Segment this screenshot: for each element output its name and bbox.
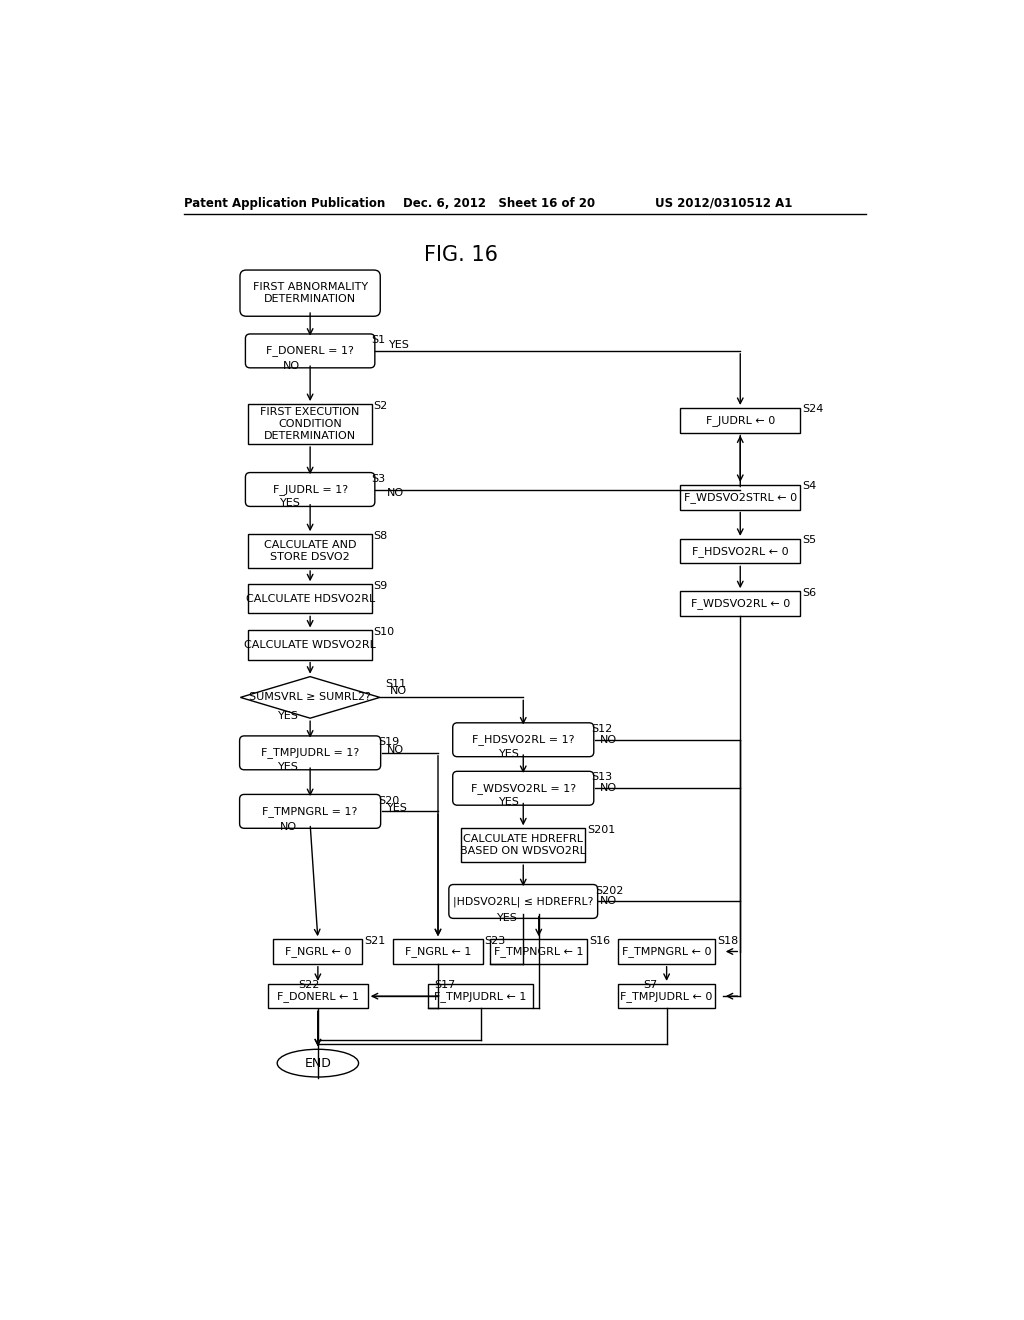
Text: S5: S5: [802, 536, 816, 545]
FancyBboxPatch shape: [490, 940, 587, 964]
Text: F_JUDRL ← 0: F_JUDRL ← 0: [706, 414, 775, 425]
Text: F_TMPNGRL = 1?: F_TMPNGRL = 1?: [262, 807, 357, 817]
FancyBboxPatch shape: [461, 829, 586, 862]
Text: F_NGRL ← 1: F_NGRL ← 1: [404, 946, 471, 957]
Text: F_TMPNGRL ← 1: F_TMPNGRL ← 1: [494, 946, 584, 957]
Text: S13: S13: [591, 772, 612, 783]
Text: S202: S202: [595, 886, 624, 896]
Text: S4: S4: [802, 482, 816, 491]
Text: S11: S11: [385, 678, 407, 689]
Text: FIRST EXECUTION
CONDITION
DETERMINATION: FIRST EXECUTION CONDITION DETERMINATION: [260, 408, 359, 441]
Text: F_TMPJUDRL ← 0: F_TMPJUDRL ← 0: [621, 991, 713, 1002]
Text: S2: S2: [374, 400, 388, 411]
Text: F_WDSVO2RL = 1?: F_WDSVO2RL = 1?: [471, 783, 575, 793]
Text: S22: S22: [299, 981, 319, 990]
Text: F_HDSVO2RL ← 0: F_HDSVO2RL ← 0: [692, 545, 788, 557]
Polygon shape: [241, 677, 380, 718]
Text: F_HDSVO2RL = 1?: F_HDSVO2RL = 1?: [472, 734, 574, 746]
Text: YES: YES: [499, 748, 520, 759]
Text: YES: YES: [280, 499, 300, 508]
Text: S19: S19: [378, 737, 399, 747]
Text: YES: YES: [499, 797, 520, 807]
Text: S23: S23: [484, 936, 506, 945]
Text: NO: NO: [600, 896, 617, 907]
FancyBboxPatch shape: [246, 334, 375, 368]
FancyBboxPatch shape: [428, 983, 532, 1008]
Text: S9: S9: [374, 581, 388, 591]
Text: |HDSVO2RL| ≤ HDREFRL?: |HDSVO2RL| ≤ HDREFRL?: [453, 896, 594, 907]
FancyBboxPatch shape: [680, 539, 801, 564]
Text: S6: S6: [802, 587, 816, 598]
Text: YES: YES: [387, 804, 409, 813]
Text: SUMSVRL ≥ SUMRL2?: SUMSVRL ≥ SUMRL2?: [249, 693, 371, 702]
Text: S16: S16: [590, 936, 610, 945]
Text: F_WDSVO2RL ← 0: F_WDSVO2RL ← 0: [690, 598, 790, 609]
Text: S1: S1: [372, 335, 386, 345]
Text: S18: S18: [718, 936, 738, 945]
FancyBboxPatch shape: [240, 737, 381, 770]
Text: F_TMPJUDRL ← 1: F_TMPJUDRL ← 1: [434, 991, 526, 1002]
Text: S8: S8: [374, 531, 388, 541]
FancyBboxPatch shape: [680, 591, 801, 615]
FancyBboxPatch shape: [449, 884, 598, 919]
FancyBboxPatch shape: [393, 940, 482, 964]
FancyBboxPatch shape: [240, 795, 381, 829]
Text: F_DONERL ← 1: F_DONERL ← 1: [276, 991, 358, 1002]
FancyBboxPatch shape: [248, 585, 372, 614]
Text: F_DONERL = 1?: F_DONERL = 1?: [266, 346, 354, 356]
Text: Dec. 6, 2012   Sheet 16 of 20: Dec. 6, 2012 Sheet 16 of 20: [403, 197, 595, 210]
FancyBboxPatch shape: [248, 404, 372, 444]
Text: S17: S17: [434, 981, 456, 990]
Text: FIRST ABNORMALITY
DETERMINATION: FIRST ABNORMALITY DETERMINATION: [253, 282, 368, 304]
Ellipse shape: [278, 1049, 358, 1077]
Text: F_TMPNGRL ← 0: F_TMPNGRL ← 0: [622, 946, 712, 957]
Text: F_WDSVO2STRL ← 0: F_WDSVO2STRL ← 0: [684, 492, 797, 503]
Text: Patent Application Publication: Patent Application Publication: [183, 197, 385, 210]
Text: CALCULATE HDSVO2RL: CALCULATE HDSVO2RL: [246, 594, 375, 603]
Text: S7: S7: [643, 981, 657, 990]
FancyBboxPatch shape: [453, 723, 594, 756]
Text: YES: YES: [278, 762, 299, 772]
Text: CALCULATE AND
STORE DSVO2: CALCULATE AND STORE DSVO2: [264, 540, 356, 562]
Text: S24: S24: [802, 404, 823, 414]
Text: S20: S20: [378, 796, 399, 805]
FancyBboxPatch shape: [453, 771, 594, 805]
Text: S21: S21: [364, 936, 385, 945]
Text: F_JUDRL = 1?: F_JUDRL = 1?: [272, 484, 348, 495]
Text: S10: S10: [374, 627, 395, 638]
Text: NO: NO: [283, 362, 300, 371]
Text: NO: NO: [387, 487, 404, 498]
FancyBboxPatch shape: [240, 271, 380, 317]
FancyBboxPatch shape: [267, 983, 369, 1008]
Text: YES: YES: [498, 913, 518, 924]
Text: FIG. 16: FIG. 16: [424, 244, 499, 264]
Text: S3: S3: [372, 474, 386, 483]
FancyBboxPatch shape: [618, 940, 715, 964]
Text: END: END: [304, 1056, 332, 1069]
Text: NO: NO: [390, 686, 408, 696]
FancyBboxPatch shape: [273, 940, 362, 964]
Text: NO: NO: [600, 735, 617, 744]
Text: CALCULATE HDREFRL
BASED ON WDSVO2RL: CALCULATE HDREFRL BASED ON WDSVO2RL: [461, 834, 586, 857]
Text: YES: YES: [389, 339, 410, 350]
FancyBboxPatch shape: [680, 408, 801, 433]
FancyBboxPatch shape: [680, 484, 801, 510]
Text: F_NGRL ← 0: F_NGRL ← 0: [285, 946, 351, 957]
Text: YES: YES: [278, 711, 299, 721]
Text: S12: S12: [591, 723, 612, 734]
Text: S201: S201: [587, 825, 615, 834]
Text: US 2012/0310512 A1: US 2012/0310512 A1: [655, 197, 793, 210]
Text: NO: NO: [280, 822, 297, 832]
Text: F_TMPJUDRL = 1?: F_TMPJUDRL = 1?: [261, 747, 359, 758]
Text: NO: NO: [387, 744, 404, 755]
FancyBboxPatch shape: [248, 631, 372, 660]
FancyBboxPatch shape: [618, 983, 715, 1008]
Text: NO: NO: [600, 783, 617, 793]
FancyBboxPatch shape: [248, 535, 372, 568]
Text: CALCULATE WDSVO2RL: CALCULATE WDSVO2RL: [244, 640, 376, 649]
FancyBboxPatch shape: [246, 473, 375, 507]
